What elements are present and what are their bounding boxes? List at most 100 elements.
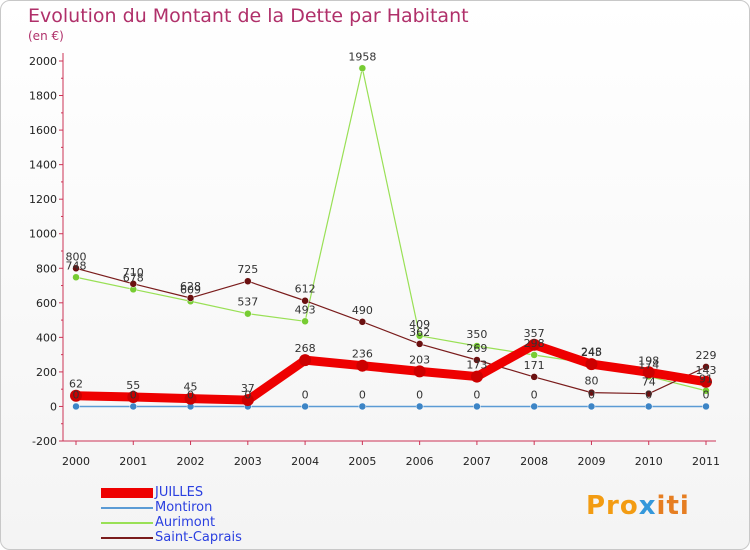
logo-part-x: x: [638, 491, 657, 521]
data-label-juilles: 143: [696, 364, 717, 377]
data-point-juilles: [127, 390, 140, 403]
data-point-saint-caprais: [644, 389, 653, 398]
x-tick-label: 2008: [520, 455, 548, 468]
data-point-montiron: [587, 402, 596, 411]
data-label-saint-caprais: 74: [642, 376, 656, 389]
data-label-montiron: 0: [244, 388, 251, 401]
chart-title: Evolution du Montant de la Dette par Hab…: [28, 5, 469, 27]
x-tick-label: 2011: [692, 455, 720, 468]
data-point-aurimont: [415, 332, 424, 340]
y-tick-label: 1400: [29, 159, 57, 172]
data-label-saint-caprais: 710: [123, 266, 144, 279]
data-label-montiron: 0: [531, 388, 538, 401]
data-label-montiron: 0: [359, 388, 366, 401]
data-label-juilles: 55: [126, 379, 140, 392]
data-point-juilles: [184, 392, 197, 405]
data-point-aurimont: [358, 64, 367, 73]
data-label-saint-caprais: 229: [696, 349, 717, 362]
y-tick-label: 600: [36, 297, 57, 310]
data-label-juilles: 203: [409, 353, 430, 366]
x-tick-label: 2006: [406, 455, 434, 468]
data-label-montiron: 0: [645, 388, 652, 401]
y-tick-label: 1200: [29, 193, 57, 206]
y-tick-label: 1800: [29, 90, 57, 103]
data-point-montiron: [358, 402, 367, 411]
data-point-montiron: [129, 402, 138, 411]
data-point-juilles: [642, 366, 655, 379]
data-label-saint-caprais: 628: [180, 280, 201, 293]
data-point-juilles: [585, 358, 598, 371]
data-point-juilles: [700, 375, 712, 388]
series-line-juilles: [71, 340, 711, 405]
data-label-aurimont: 748: [66, 259, 87, 272]
x-tick-label: 2009: [577, 455, 605, 468]
data-label-montiron: 0: [302, 388, 309, 401]
data-label-saint-caprais: 269: [466, 342, 487, 355]
data-label-aurimont: 350: [466, 328, 487, 341]
data-point-juilles: [356, 359, 369, 372]
data-label-aurimont: 298: [524, 337, 545, 350]
data-point-saint-caprais: [415, 340, 424, 348]
legend-label-montiron: Montiron: [155, 500, 213, 515]
data-label-juilles: 62: [69, 378, 83, 391]
data-label-montiron: 0: [73, 388, 80, 401]
legend-label-aurimont: Aurimont: [155, 515, 216, 530]
data-point-aurimont: [72, 273, 80, 282]
data-point-aurimont: [473, 342, 481, 350]
x-tick-label: 2007: [463, 455, 491, 468]
data-point-juilles: [413, 365, 426, 378]
data-point-saint-caprais: [244, 277, 252, 285]
data-label-montiron: 0: [187, 388, 194, 401]
legend-swatch-juilles: [101, 488, 153, 498]
legend-swatch-aurimont: [101, 522, 153, 524]
data-label-aurimont: 91: [699, 373, 713, 386]
data-point-saint-caprais: [530, 373, 538, 381]
data-label-montiron: 0: [473, 388, 480, 401]
data-point-juilles: [470, 370, 483, 383]
data-point-juilles: [70, 389, 82, 402]
data-point-saint-caprais: [129, 280, 138, 288]
data-label-montiron: 0: [416, 388, 423, 401]
data-label-aurimont: 609: [180, 283, 201, 296]
data-point-montiron: [72, 402, 80, 411]
data-label-saint-caprais: 800: [66, 250, 87, 263]
data-label-aurimont: 678: [123, 271, 144, 284]
data-point-juilles: [528, 338, 541, 351]
x-tick-label: 2002: [177, 455, 205, 468]
data-label-saint-caprais: 362: [409, 326, 430, 339]
data-label-juilles: 198: [638, 354, 659, 367]
data-label-saint-caprais: 80: [584, 375, 598, 388]
data-label-juilles: 357: [524, 327, 545, 340]
data-label-juilles: 245: [581, 346, 602, 359]
y-tick-label: 800: [36, 262, 57, 275]
data-point-montiron: [415, 402, 424, 411]
data-label-montiron: 0: [130, 388, 137, 401]
data-point-saint-caprais: [72, 264, 80, 273]
x-tick-label: 2003: [234, 455, 262, 468]
data-label-saint-caprais: 725: [237, 263, 258, 276]
data-point-aurimont: [301, 317, 309, 326]
series-line-aurimont: [75, 67, 707, 392]
legend-label-saint-caprais: Saint-Caprais: [155, 530, 242, 545]
y-tick-label: 0: [50, 400, 57, 413]
legend-label-juilles: JUILLES: [155, 485, 204, 500]
legend-swatch-montiron: [101, 507, 153, 509]
data-label-aurimont: 248: [581, 346, 602, 359]
y-tick-label: 1000: [29, 228, 57, 241]
proxiti-logo: Proxiti: [586, 491, 690, 521]
data-point-saint-caprais: [702, 363, 710, 371]
series-line-saint-caprais: [75, 267, 707, 395]
data-point-montiron: [530, 402, 538, 411]
data-point-aurimont: [244, 309, 252, 318]
data-label-saint-caprais: 490: [352, 304, 373, 317]
y-tick-label: 200: [36, 366, 57, 379]
x-tick-label: 2004: [291, 455, 319, 468]
logo-part-iti: iti: [656, 491, 690, 521]
data-point-montiron: [301, 402, 309, 411]
data-label-juilles: 173: [466, 359, 487, 372]
data-label-aurimont: 1958: [348, 50, 376, 63]
data-label-aurimont: 174: [638, 358, 659, 371]
data-label-juilles: 37: [241, 382, 255, 395]
